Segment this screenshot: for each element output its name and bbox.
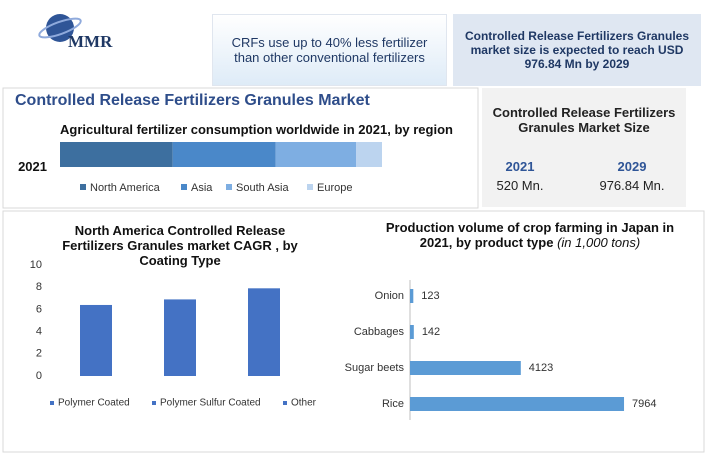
bar	[80, 304, 112, 376]
legend-label: North America	[90, 182, 161, 194]
market-value: 976.84 Mn.	[599, 177, 665, 193]
legend-swatch	[226, 184, 232, 190]
y-tick-label: 2021	[18, 159, 47, 174]
bar-segment	[172, 142, 276, 167]
bar	[410, 325, 414, 339]
panel-border	[2, 87, 479, 209]
market-size-box	[482, 88, 686, 207]
logo-text: MMR	[68, 32, 113, 51]
market-value: 520 Mn.	[496, 177, 544, 193]
y-tick-label: Sugar beets	[345, 362, 405, 374]
y-tick-label: 4	[36, 326, 42, 338]
market-size-title: Controlled Release Fertilizers Granules …	[492, 105, 676, 135]
bar-segment	[356, 142, 382, 167]
bar	[248, 288, 280, 376]
legend-label: Polymer Sulfur Coated	[160, 398, 261, 409]
y-tick-label: 8	[36, 281, 42, 293]
legend-swatch	[50, 401, 54, 405]
legend-swatch	[307, 184, 313, 190]
legend-label: Europe	[317, 182, 352, 194]
y-tick-label: Onion	[375, 290, 404, 302]
year: 2021	[505, 158, 535, 174]
year: 2029	[617, 158, 647, 174]
chart-title: North America Controlled Release Fertili…	[62, 222, 298, 268]
value-label: 7964	[632, 398, 656, 410]
bar	[410, 361, 521, 375]
bar	[410, 397, 625, 411]
value-label: 142	[422, 326, 440, 338]
chart-title-note: (in 1,000 tons)	[557, 235, 641, 250]
chart-title: Production volume of crop farming in Jap…	[385, 220, 675, 250]
legend-swatch	[181, 184, 187, 190]
main-title: Controlled Release Fertilizers Granules …	[15, 92, 370, 109]
logo-orbit	[38, 17, 82, 39]
callout: Controlled Release Fertilizers Granules …	[453, 14, 701, 86]
value-label: 4123	[529, 362, 553, 374]
legend-swatch	[152, 401, 156, 405]
bar	[164, 299, 196, 376]
chart-title-wrap: Production volume of crop farming in Jap…	[385, 218, 675, 274]
legend-label: Asia	[191, 182, 213, 194]
legend-label: South Asia	[236, 182, 289, 194]
y-tick-label: 6	[36, 303, 42, 315]
bar-segment	[275, 142, 357, 167]
value-label: 123	[421, 290, 439, 302]
y-tick-label: 0	[36, 370, 42, 382]
y-tick-label: 10	[30, 259, 42, 271]
y-tick-label: Rice	[382, 398, 404, 410]
chart-title: Agricultural fertilizer consumption worl…	[60, 122, 453, 137]
legend-swatch	[283, 401, 287, 405]
logo-globe	[46, 14, 74, 42]
y-tick-label: 2	[36, 348, 42, 360]
callout: CRFs use up to 40% less fertilizer than …	[212, 14, 447, 86]
bar	[410, 289, 414, 303]
y-tick-label: Cabbages	[354, 326, 405, 338]
bar-segment	[60, 142, 173, 167]
legend-label: Other	[291, 398, 317, 409]
legend-label: Polymer Coated	[58, 398, 130, 409]
panel-border	[2, 210, 705, 453]
legend-swatch	[80, 184, 86, 190]
